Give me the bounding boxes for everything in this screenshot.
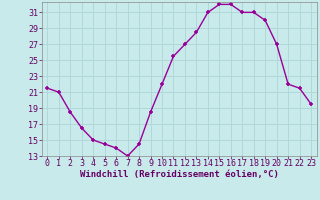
X-axis label: Windchill (Refroidissement éolien,°C): Windchill (Refroidissement éolien,°C) [80,170,279,179]
